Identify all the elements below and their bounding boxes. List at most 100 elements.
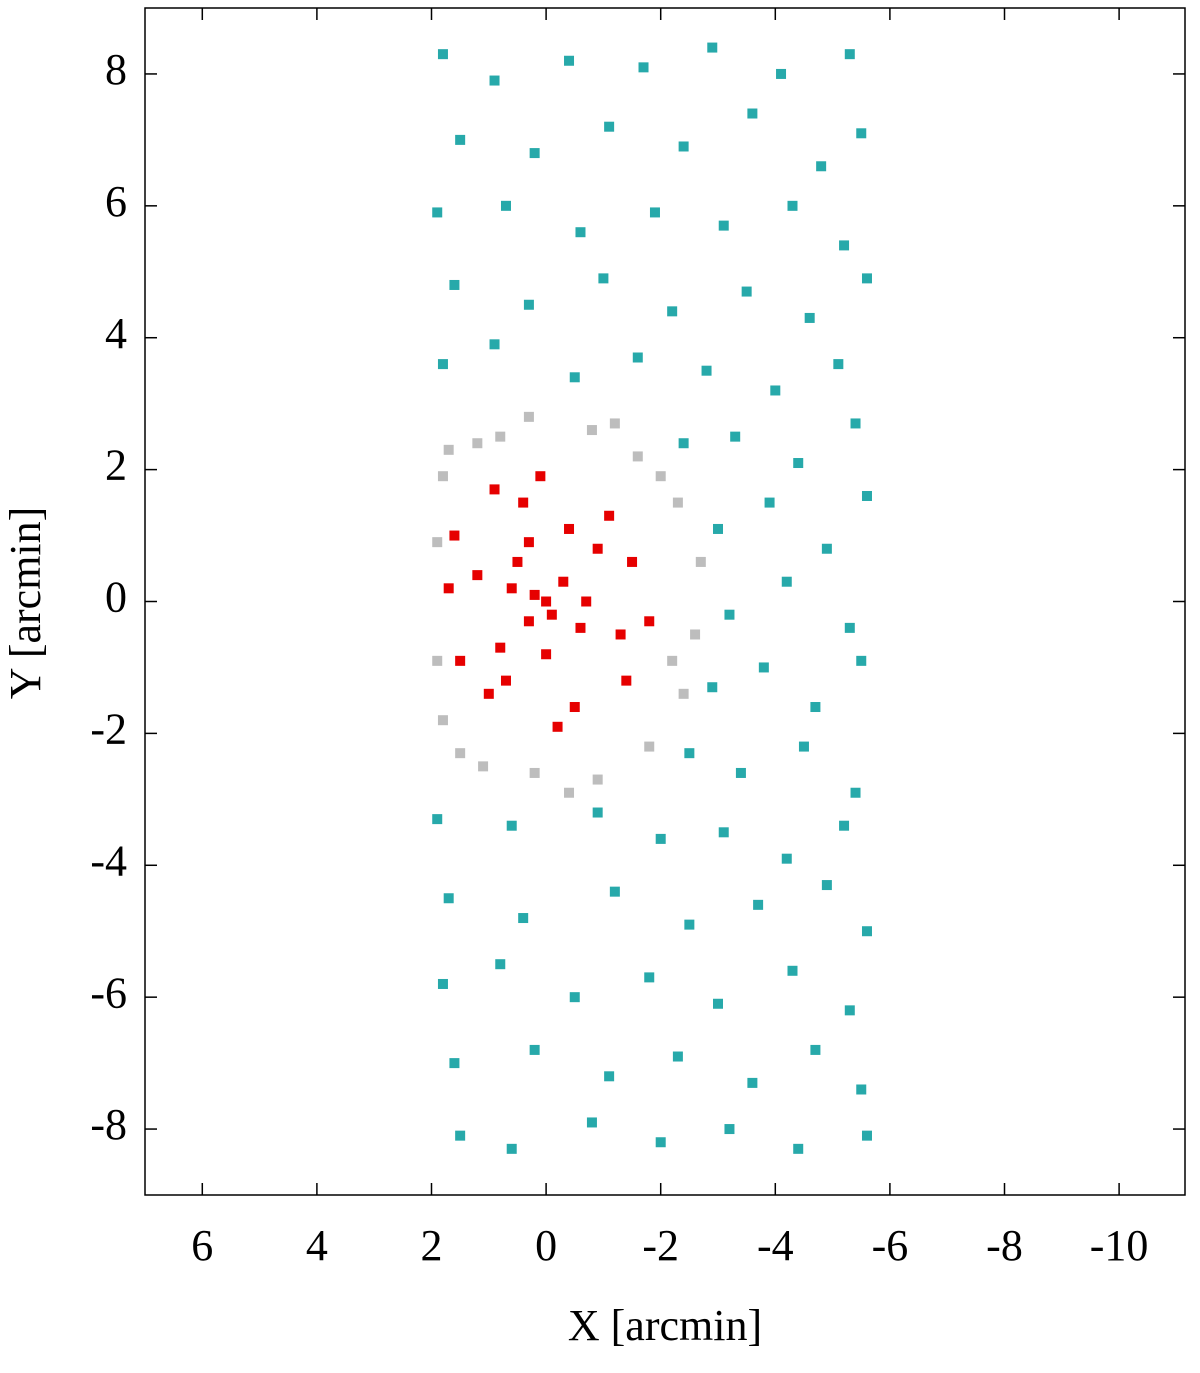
point xyxy=(523,411,534,422)
point xyxy=(483,688,494,699)
point xyxy=(690,629,701,640)
point xyxy=(713,523,724,534)
point xyxy=(850,418,861,429)
x-tick-label: -8 xyxy=(986,1221,1023,1270)
point xyxy=(592,807,603,818)
point xyxy=(500,200,511,211)
point xyxy=(552,721,563,732)
point xyxy=(541,649,552,660)
point xyxy=(598,273,609,284)
point xyxy=(718,220,729,231)
point xyxy=(564,787,575,798)
point xyxy=(810,1044,821,1055)
point xyxy=(861,273,872,284)
point xyxy=(495,642,506,653)
y-tick-label: -8 xyxy=(90,1100,127,1149)
point xyxy=(638,62,649,73)
point xyxy=(432,814,443,825)
point xyxy=(535,471,546,482)
point xyxy=(856,128,867,139)
point xyxy=(432,207,443,218)
point xyxy=(609,886,620,897)
point xyxy=(472,438,483,449)
point xyxy=(856,1084,867,1095)
point xyxy=(758,662,769,673)
point xyxy=(844,622,855,633)
point xyxy=(437,471,448,482)
point xyxy=(512,556,523,567)
point xyxy=(718,827,729,838)
point xyxy=(776,68,787,79)
point xyxy=(810,702,821,713)
point xyxy=(455,655,466,666)
point xyxy=(564,523,575,534)
point xyxy=(581,596,592,607)
point xyxy=(850,787,861,798)
point xyxy=(632,352,643,363)
y-tick-label: 6 xyxy=(105,177,127,226)
point xyxy=(455,134,466,145)
point xyxy=(856,655,867,666)
point xyxy=(672,497,683,508)
point xyxy=(649,207,660,218)
point xyxy=(730,431,741,442)
point xyxy=(586,1117,597,1128)
point xyxy=(684,748,695,759)
y-tick-label: -6 xyxy=(90,968,127,1017)
point xyxy=(529,1044,540,1055)
point xyxy=(844,1005,855,1016)
point xyxy=(701,365,712,376)
point xyxy=(781,853,792,864)
point xyxy=(558,576,569,587)
point xyxy=(747,1077,758,1088)
x-tick-label: -6 xyxy=(872,1221,909,1270)
point xyxy=(678,438,689,449)
point xyxy=(432,655,443,666)
y-tick-label: -4 xyxy=(90,836,127,885)
point xyxy=(615,629,626,640)
point xyxy=(753,899,764,910)
point xyxy=(627,556,638,567)
point xyxy=(724,609,735,620)
y-tick-label: 2 xyxy=(105,441,127,490)
point xyxy=(437,978,448,989)
point xyxy=(821,880,832,891)
point xyxy=(655,1137,666,1148)
y-tick-label: 8 xyxy=(105,45,127,94)
point xyxy=(478,761,489,772)
point xyxy=(655,833,666,844)
x-tick-label: 6 xyxy=(191,1221,213,1270)
point xyxy=(592,774,603,785)
point xyxy=(437,49,448,60)
x-tick-label: -10 xyxy=(1090,1221,1149,1270)
point xyxy=(833,359,844,370)
point xyxy=(529,589,540,600)
point xyxy=(569,992,580,1003)
point xyxy=(506,583,517,594)
point xyxy=(472,570,483,581)
point xyxy=(644,972,655,983)
point xyxy=(569,702,580,713)
point xyxy=(861,926,872,937)
point xyxy=(443,583,454,594)
point xyxy=(695,556,706,567)
point xyxy=(707,42,718,53)
point xyxy=(821,543,832,554)
x-tick-label: 0 xyxy=(535,1221,557,1270)
point xyxy=(586,425,597,436)
point xyxy=(506,820,517,831)
point xyxy=(724,1124,735,1135)
point xyxy=(432,537,443,548)
point xyxy=(707,682,718,693)
point xyxy=(787,200,798,211)
point xyxy=(798,741,809,752)
point xyxy=(489,75,500,86)
point xyxy=(575,622,586,633)
point xyxy=(678,688,689,699)
point xyxy=(684,919,695,930)
point xyxy=(609,418,620,429)
point xyxy=(861,1130,872,1141)
point xyxy=(443,444,454,455)
point xyxy=(804,312,815,323)
